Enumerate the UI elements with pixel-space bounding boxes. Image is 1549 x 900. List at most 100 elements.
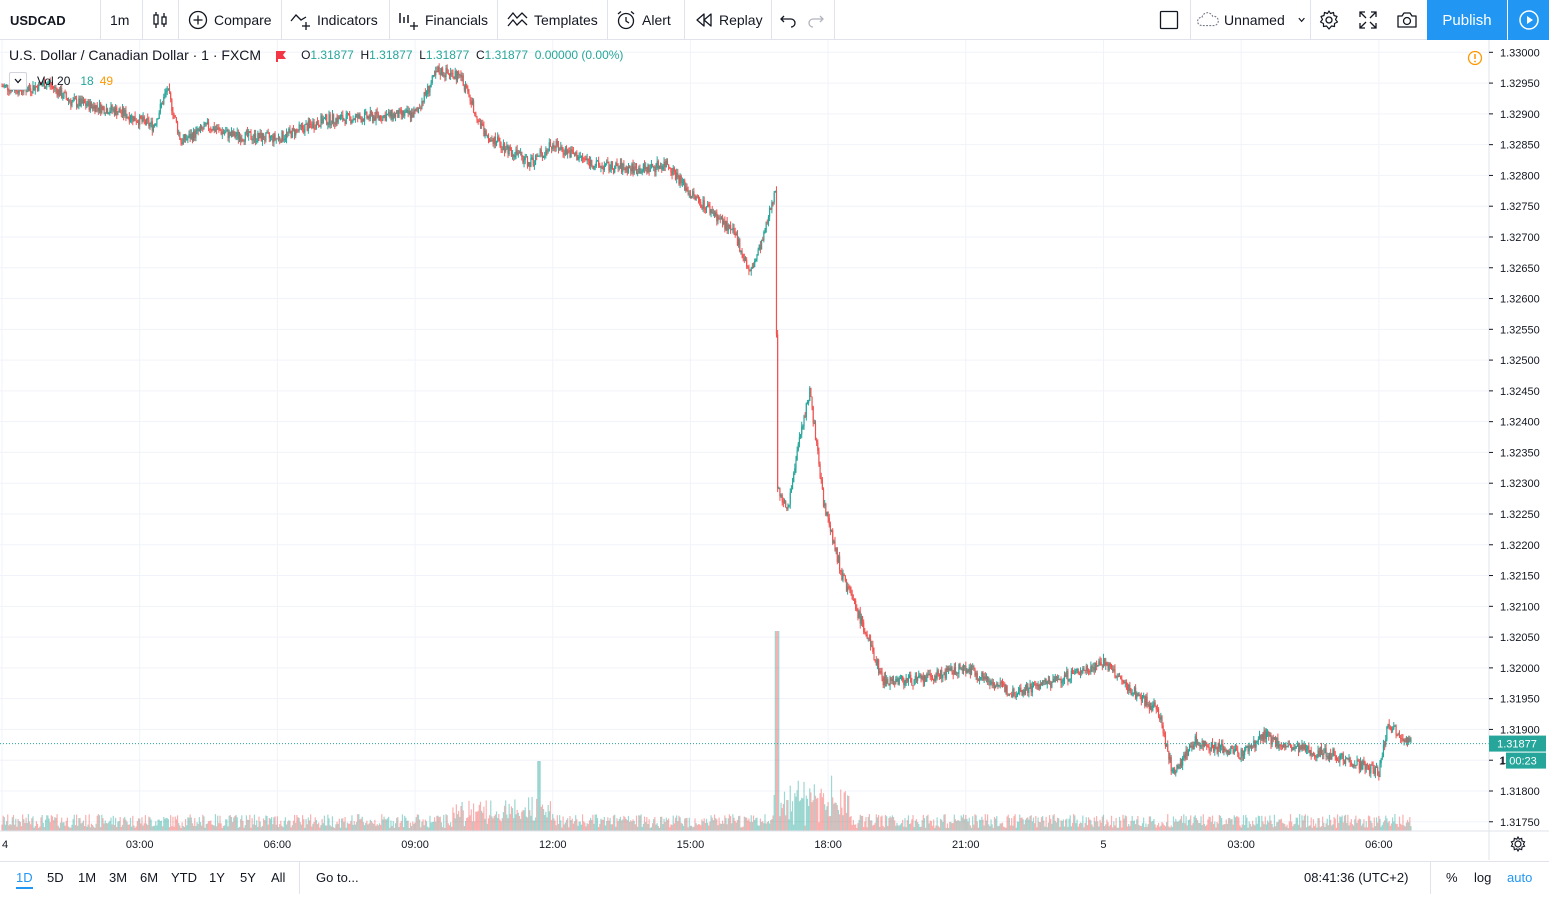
volume-bar [366, 820, 368, 831]
alert-button[interactable]: Alert [615, 0, 680, 40]
chart-style-button[interactable] [150, 0, 174, 40]
candle-body [111, 105, 113, 111]
candle-body [1284, 743, 1286, 748]
snapshot-button[interactable] [1395, 0, 1421, 40]
volume-bar [1410, 826, 1412, 831]
time-axis[interactable]: 4 03:00 06:00 09:00 12:00 15:00 18:00 21:00 5 03:… [2, 839, 1393, 851]
candle-body [1023, 689, 1025, 695]
settings-button[interactable] [1318, 0, 1342, 40]
volume-bar [525, 816, 527, 831]
candle-body [1106, 662, 1108, 665]
volume-bar [32, 816, 34, 831]
volume-bar [71, 824, 73, 831]
volume-bar [1334, 818, 1336, 831]
price-axis[interactable]: 1.330001.329501.329001.328501.328001.327… [1489, 47, 1540, 829]
series-title[interactable]: U.S. Dollar / Canadian Dollar · 1 · FXCM [9, 47, 262, 63]
chart-canvas[interactable]: 1.330001.329501.329001.328501.328001.327… [0, 40, 1549, 860]
price-tick-label: 1.32550 [1500, 324, 1540, 336]
volume-name[interactable]: Vol 20 [37, 74, 71, 88]
candle-body [618, 167, 620, 169]
range-button-ytd[interactable]: YTD [171, 870, 197, 885]
volume-bar [872, 825, 874, 831]
candle-body [397, 110, 399, 118]
candle-body [1349, 758, 1351, 763]
volume-bar [384, 819, 386, 831]
candle-body [766, 222, 768, 224]
templates-button[interactable]: Templates [506, 0, 606, 40]
flag-icon[interactable] [275, 49, 287, 62]
publish-button[interactable]: Publish [1427, 0, 1507, 40]
collapse-legend-button[interactable] [9, 72, 27, 90]
range-button-1m[interactable]: 1M [78, 870, 97, 885]
volume-bar [1062, 819, 1064, 831]
candle-body [555, 140, 557, 148]
percent-toggle[interactable]: % [1446, 870, 1458, 885]
volume-bar [598, 827, 600, 831]
range-button-6m[interactable]: 6M [140, 870, 159, 885]
symbol-search-button[interactable]: USDCAD [10, 0, 100, 40]
financials-button[interactable]: Financials [397, 0, 497, 40]
volume-bar [38, 827, 40, 831]
candle-body [394, 113, 397, 118]
range-button-5d[interactable]: 5D [47, 870, 64, 885]
compare-button[interactable]: Compare [187, 0, 279, 40]
candle-body [797, 443, 799, 451]
volume-bar [1008, 817, 1010, 831]
candle-body [1163, 733, 1165, 735]
layout-name-dropdown[interactable]: Unnamed [1196, 0, 1306, 40]
volume-bar [1326, 818, 1328, 831]
candle-body [213, 126, 215, 132]
candle-body [1191, 745, 1193, 748]
divider [299, 862, 300, 894]
volume-bar [456, 814, 459, 831]
volume-bar [304, 827, 306, 831]
candle-body [571, 149, 573, 152]
volume-bar [167, 819, 169, 831]
range-button-1d[interactable]: 1D [16, 870, 33, 889]
goto-button[interactable]: Go to... [316, 870, 359, 885]
candle-body [1310, 750, 1312, 756]
volume-bar [741, 827, 743, 831]
range-button-3m[interactable]: 3M [109, 870, 128, 885]
volume-bar [967, 821, 969, 831]
candle-body [942, 674, 944, 679]
undo-button[interactable] [779, 0, 799, 40]
volume-bar [1266, 820, 1269, 831]
range-button-all[interactable]: All [271, 870, 286, 885]
candle-body [413, 110, 415, 118]
redo-button[interactable] [807, 0, 827, 40]
candle-body [384, 114, 386, 121]
candle-body [120, 112, 122, 114]
interval-button[interactable]: 1m [110, 0, 140, 40]
divider [834, 0, 835, 40]
volume-bar [1203, 823, 1206, 831]
candle-body [804, 416, 806, 418]
volume-bar [1408, 822, 1410, 831]
volume-bar [573, 821, 576, 831]
chart-settings-button[interactable] [1510, 835, 1526, 853]
candle-body [1015, 696, 1017, 698]
candle-body [87, 100, 89, 106]
indicators-button[interactable]: Indicators [289, 0, 389, 40]
play-button[interactable] [1508, 0, 1549, 40]
log-toggle[interactable]: log [1474, 870, 1492, 885]
volume-bar [1050, 818, 1052, 831]
volume-bar [1153, 818, 1155, 831]
warning-icon[interactable] [1467, 50, 1483, 71]
range-button-1y[interactable]: 1Y [209, 870, 225, 885]
clock-label[interactable]: 08:41:36 (UTC+2) [1304, 870, 1409, 885]
volume-bar [1105, 824, 1107, 831]
replay-button[interactable]: Replay [694, 0, 766, 40]
range-button-5y[interactable]: 5Y [240, 870, 256, 885]
volume-bar [709, 821, 711, 831]
candle-body [1110, 666, 1113, 670]
select-layout-checkbox[interactable] [1158, 0, 1182, 40]
candle-body [886, 679, 888, 684]
candle-body [1176, 764, 1178, 772]
candle-body [245, 131, 247, 133]
price-tick-label: 1.32950 [1500, 78, 1540, 90]
candle-body [1016, 693, 1019, 697]
candle-body [1183, 754, 1185, 758]
auto-toggle[interactable]: auto [1507, 870, 1533, 885]
fullscreen-button[interactable] [1358, 0, 1382, 40]
